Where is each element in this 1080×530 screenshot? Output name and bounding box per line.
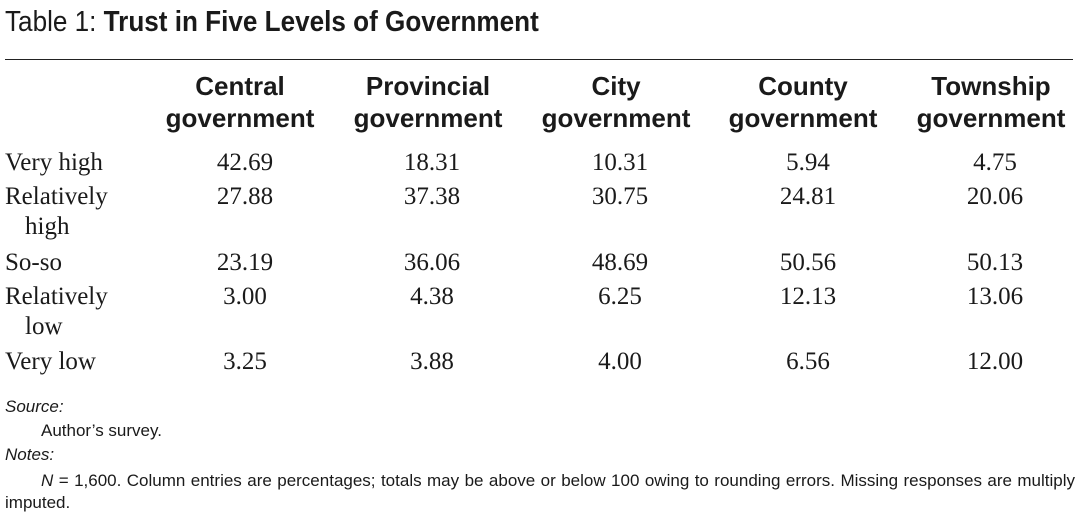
column-header-line: Township <box>931 71 1051 101</box>
column-header-line: government <box>916 103 1066 133</box>
column-header-line: government <box>541 103 691 133</box>
table-cell: 5.94 <box>786 149 830 176</box>
row-label-line: Relatively <box>5 283 108 310</box>
table-caption: Table 1: Trust in Five Levels of Governm… <box>5 4 539 40</box>
table-cell: 4.38 <box>410 283 454 310</box>
table-cell: 30.75 <box>591 183 649 210</box>
row-label: Very low <box>5 348 96 375</box>
row-label: So-so <box>5 249 62 276</box>
table-cell: 13.06 <box>966 283 1024 310</box>
column-header-township: Township government <box>911 70 1071 134</box>
row-label: Relatively low <box>5 282 108 342</box>
notes-n-symbol: N <box>41 471 54 490</box>
table-cell: 37.38 <box>403 183 461 210</box>
column-header-line: City <box>591 71 641 101</box>
column-header-line: government <box>353 103 503 133</box>
column-header-city: City government <box>536 70 696 134</box>
table-title: Trust in Five Levels of Government <box>103 6 539 38</box>
table-cell: 3.88 <box>410 348 454 375</box>
table-cell: 3.00 <box>223 283 267 310</box>
table-cell: 12.00 <box>966 348 1024 375</box>
row-label-line: Relatively <box>5 183 108 210</box>
table-cell: 10.31 <box>591 149 649 176</box>
source-text-content: Author’s survey. <box>41 421 162 440</box>
source-text: Author’s survey. <box>5 420 1075 442</box>
table-cell: 6.25 <box>598 283 642 310</box>
column-header-line: government <box>165 103 315 133</box>
table-cell: 6.56 <box>786 348 830 375</box>
notes-text: N = 1,600. Column entries are percentage… <box>5 470 1075 514</box>
row-label-line: low <box>25 313 63 340</box>
table-cell: 42.69 <box>216 149 274 176</box>
row-label-line: high <box>25 213 70 240</box>
table-cell: 48.69 <box>591 249 649 276</box>
table-cell: 4.00 <box>598 348 642 375</box>
column-header-line: County <box>758 71 848 101</box>
table-cell: 20.06 <box>966 183 1024 210</box>
table-cell: 24.81 <box>779 183 837 210</box>
table-cell: 3.25 <box>223 348 267 375</box>
table-cell: 4.75 <box>973 149 1017 176</box>
notes-heading: Notes: <box>5 445 55 464</box>
table-number: Table 1: <box>5 6 97 38</box>
table-cell: 27.88 <box>216 183 274 210</box>
table-cell: 36.06 <box>403 249 461 276</box>
table-cell: 12.13 <box>779 283 837 310</box>
column-header-provincial: Provincial government <box>348 70 508 134</box>
column-header-line: Provincial <box>365 71 491 101</box>
table-top-rule <box>5 59 1073 60</box>
column-header-line: Central <box>195 71 285 101</box>
table-cell: 23.19 <box>216 249 274 276</box>
column-header-central: Central government <box>160 70 320 134</box>
column-header-county: County government <box>723 70 883 134</box>
table-cell: 18.31 <box>403 149 461 176</box>
table-cell: 50.56 <box>779 249 837 276</box>
notes-text-content: = 1,600. Column entries are percentages;… <box>5 471 1075 512</box>
row-label: Relatively high <box>5 182 108 242</box>
table-cell: 50.13 <box>966 249 1024 276</box>
column-header-line: government <box>728 103 878 133</box>
row-label: Very high <box>5 149 103 176</box>
source-heading: Source: <box>5 397 64 416</box>
